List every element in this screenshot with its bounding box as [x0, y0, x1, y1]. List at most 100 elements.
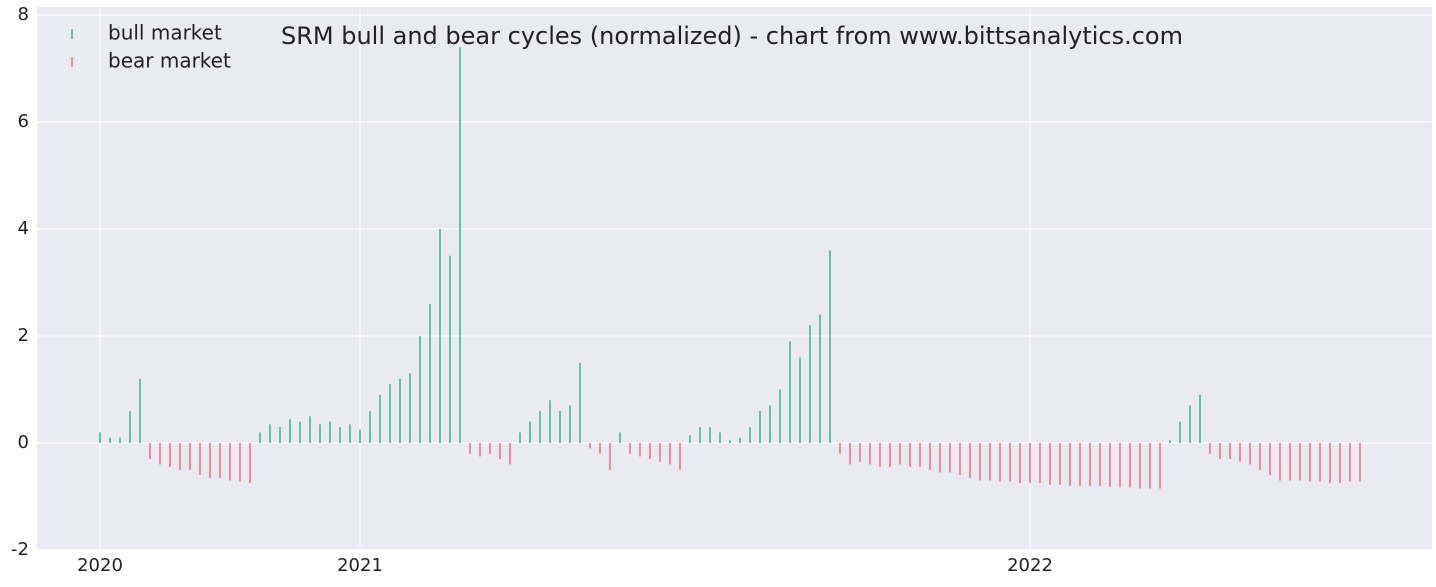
bar — [199, 443, 201, 476]
bar — [1349, 443, 1351, 482]
bar — [629, 443, 631, 454]
bar — [889, 443, 891, 468]
bar — [1009, 443, 1011, 482]
bar — [519, 432, 521, 444]
x-tick-label: 2022 — [1007, 555, 1053, 576]
bar — [849, 443, 851, 465]
bar — [459, 47, 461, 444]
bar — [1209, 443, 1211, 454]
bar — [1169, 440, 1171, 444]
bar — [1179, 421, 1181, 444]
bar — [179, 443, 181, 470]
bar — [799, 357, 801, 444]
bar — [189, 443, 191, 470]
bar — [939, 443, 941, 473]
bar — [979, 443, 981, 481]
bars — [99, 47, 1361, 489]
bar — [1019, 443, 1021, 484]
bar — [329, 421, 331, 444]
bar — [109, 437, 111, 444]
bar — [139, 378, 141, 444]
bar — [609, 443, 611, 470]
bar — [269, 424, 271, 444]
bar — [959, 443, 961, 476]
y-tick-label: 8 — [18, 4, 29, 25]
bar — [1189, 405, 1191, 444]
bar — [409, 373, 411, 444]
bar — [279, 426, 281, 444]
bar — [1079, 443, 1081, 486]
bar — [539, 410, 541, 444]
bar — [909, 443, 911, 468]
y-tick-label: -2 — [11, 539, 29, 560]
bar — [869, 443, 871, 465]
bar — [1149, 443, 1151, 489]
bar — [729, 440, 731, 444]
bar — [1059, 443, 1061, 485]
bar — [369, 410, 371, 444]
bar — [659, 443, 661, 462]
bar — [219, 443, 221, 478]
bar — [819, 314, 821, 444]
bar — [499, 443, 501, 460]
bar — [399, 378, 401, 444]
bar — [639, 443, 641, 457]
bar — [709, 426, 711, 444]
bar — [1039, 443, 1041, 484]
bar — [1119, 443, 1121, 488]
labels: -2 0 2 4 6 8 2020 2021 2022 — [11, 4, 1053, 576]
bar — [509, 443, 511, 465]
bar — [259, 432, 261, 444]
legend-label: bear market — [108, 49, 231, 73]
bar — [569, 405, 571, 444]
bar — [899, 443, 901, 465]
bar — [619, 432, 621, 444]
bar — [1289, 443, 1291, 481]
bar — [859, 443, 861, 462]
bar — [289, 418, 291, 444]
bar — [1359, 443, 1361, 482]
bar — [1299, 443, 1301, 481]
bar — [989, 443, 991, 481]
bar — [789, 341, 791, 444]
bar — [689, 434, 691, 444]
bar — [829, 250, 831, 444]
bar — [239, 443, 241, 482]
bar — [739, 437, 741, 444]
bar — [779, 389, 781, 444]
bar — [919, 443, 921, 468]
bar — [1109, 443, 1111, 487]
bar — [249, 443, 251, 484]
bar — [489, 443, 491, 454]
legend-marker — [71, 57, 73, 67]
bar — [759, 410, 761, 444]
legend: bull market bear market — [71, 21, 231, 73]
bar — [1259, 443, 1261, 470]
bar — [299, 421, 301, 444]
bar — [379, 394, 381, 444]
bar — [309, 416, 311, 444]
bar — [1139, 443, 1141, 489]
bar — [999, 443, 1001, 482]
bar — [529, 421, 531, 444]
bar — [1339, 443, 1341, 484]
legend-label: bull market — [108, 21, 222, 45]
bar — [949, 443, 951, 473]
bar — [929, 443, 931, 470]
bar — [429, 303, 431, 444]
bar — [1329, 443, 1331, 484]
bar — [809, 325, 811, 444]
bar — [1099, 443, 1101, 486]
bar — [419, 336, 421, 444]
bar — [599, 443, 601, 454]
bar — [1279, 443, 1281, 481]
bar — [1219, 443, 1221, 460]
bar — [969, 443, 971, 478]
bar — [879, 443, 881, 468]
y-tick-label: 4 — [18, 218, 29, 239]
bar — [119, 437, 121, 444]
bar — [169, 443, 171, 468]
bar — [389, 384, 391, 444]
y-tick-label: 0 — [18, 432, 29, 453]
